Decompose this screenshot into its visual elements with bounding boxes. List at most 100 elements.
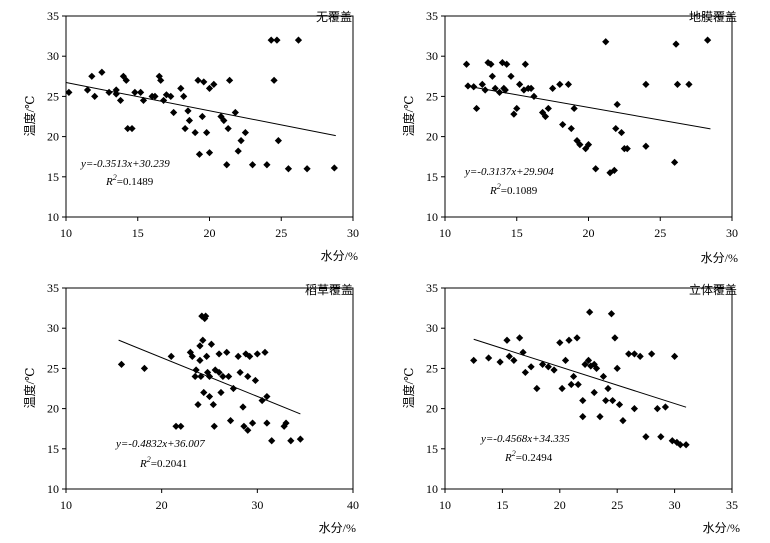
data-point: [210, 80, 218, 88]
r2-letter: R: [105, 176, 113, 188]
data-point: [253, 350, 261, 358]
data-point: [224, 124, 232, 133]
y-tick-label: 20: [47, 402, 59, 416]
equation-label: y=-0.4832x+36.007: [115, 438, 205, 450]
r2-value: =0.2494: [516, 452, 553, 464]
data-point: [671, 352, 679, 360]
data-point: [544, 363, 552, 371]
data-point: [151, 92, 159, 100]
data-point: [592, 364, 601, 372]
data-point: [140, 364, 149, 372]
data-point: [244, 372, 252, 381]
plot-frame: [65, 287, 354, 490]
data-point: [177, 422, 185, 430]
data-point: [105, 88, 113, 96]
data-point: [495, 88, 504, 96]
data-point: [625, 350, 633, 358]
data-point: [210, 422, 218, 430]
data-point: [704, 36, 712, 44]
data-point: [521, 368, 529, 377]
r2-letter: R: [139, 458, 147, 470]
data-point: [239, 403, 247, 411]
data-point: [200, 78, 208, 86]
data-point: [657, 433, 665, 441]
data-point: [619, 417, 627, 425]
axes: 10 15 20 25 30 10 15 20 25 30 35: [47, 9, 359, 240]
data-point: [225, 76, 234, 84]
data-point: [205, 149, 214, 157]
data-point: [567, 124, 575, 133]
data-point: [268, 437, 276, 445]
data-point: [223, 161, 231, 169]
data-point: [527, 363, 535, 371]
data-point: [564, 80, 573, 88]
y-tick-label: 20: [426, 130, 438, 144]
data-point: [661, 403, 670, 411]
data-point: [217, 388, 225, 397]
data-point: [195, 150, 204, 158]
x-tick-label: 30: [347, 226, 359, 240]
y-tick-label: 15: [426, 170, 438, 184]
data-point: [137, 88, 145, 96]
y-axis-label: 温度/℃: [22, 368, 37, 409]
y-tick-label: 20: [426, 402, 438, 416]
data-point: [196, 356, 204, 364]
x-tick-label: 35: [726, 498, 738, 512]
y-tick-label: 10: [426, 482, 438, 496]
data-point: [642, 80, 650, 88]
y-tick-label: 15: [47, 170, 59, 184]
data-point: [590, 388, 598, 397]
trend-line: [118, 339, 301, 415]
data-point: [248, 419, 257, 427]
data-point: [246, 352, 254, 360]
data-point: [610, 166, 618, 174]
data-point: [516, 334, 524, 342]
panel-title: 无覆盖: [316, 10, 352, 24]
y-tick-label: 15: [426, 442, 438, 456]
data-point: [559, 120, 567, 129]
data-point: [199, 336, 207, 344]
data-point: [556, 339, 564, 347]
data-point: [513, 104, 521, 113]
data-point: [203, 352, 211, 360]
r2-label: R2=0.1089: [489, 182, 538, 197]
data-point: [184, 107, 192, 115]
data-point: [488, 72, 496, 80]
data-point: [510, 356, 518, 364]
data-point: [586, 308, 594, 316]
data-point: [248, 161, 257, 169]
data-point: [241, 128, 249, 137]
data-point: [219, 372, 227, 381]
data-point: [685, 80, 693, 88]
data-point: [570, 104, 578, 113]
data-point: [205, 392, 214, 401]
data-point: [131, 88, 139, 96]
data-point: [558, 384, 566, 393]
data-point: [284, 165, 293, 173]
data-point: [196, 342, 204, 350]
data-point: [579, 396, 587, 405]
x-tick-label: 25: [275, 226, 287, 240]
data-point: [273, 36, 281, 44]
r2-superscript: 2: [147, 455, 151, 464]
x-tick-label: 20: [204, 226, 216, 240]
panel-title: 地膜覆盖: [689, 10, 737, 24]
data-point: [223, 348, 231, 356]
r2-superscript: 2: [512, 449, 516, 458]
axes: 10 15 20 25 30 35 10 15 20 25 30 35: [426, 281, 738, 512]
data-points: [66, 36, 338, 173]
data-point: [244, 426, 252, 434]
y-tick-label: 25: [47, 361, 59, 375]
trend-line: [65, 82, 336, 137]
r2-value: =0.2041: [151, 458, 187, 470]
data-point: [282, 419, 290, 427]
x-axis-label: 水分/%: [319, 521, 356, 535]
panel-title: 稻草覆盖: [305, 283, 353, 297]
r2-label: R2=0.2041: [139, 455, 187, 470]
data-point: [611, 334, 619, 342]
data-point: [527, 84, 535, 92]
data-point: [274, 137, 282, 145]
data-point: [220, 116, 228, 125]
data-point: [496, 358, 504, 366]
data-point: [251, 376, 260, 385]
